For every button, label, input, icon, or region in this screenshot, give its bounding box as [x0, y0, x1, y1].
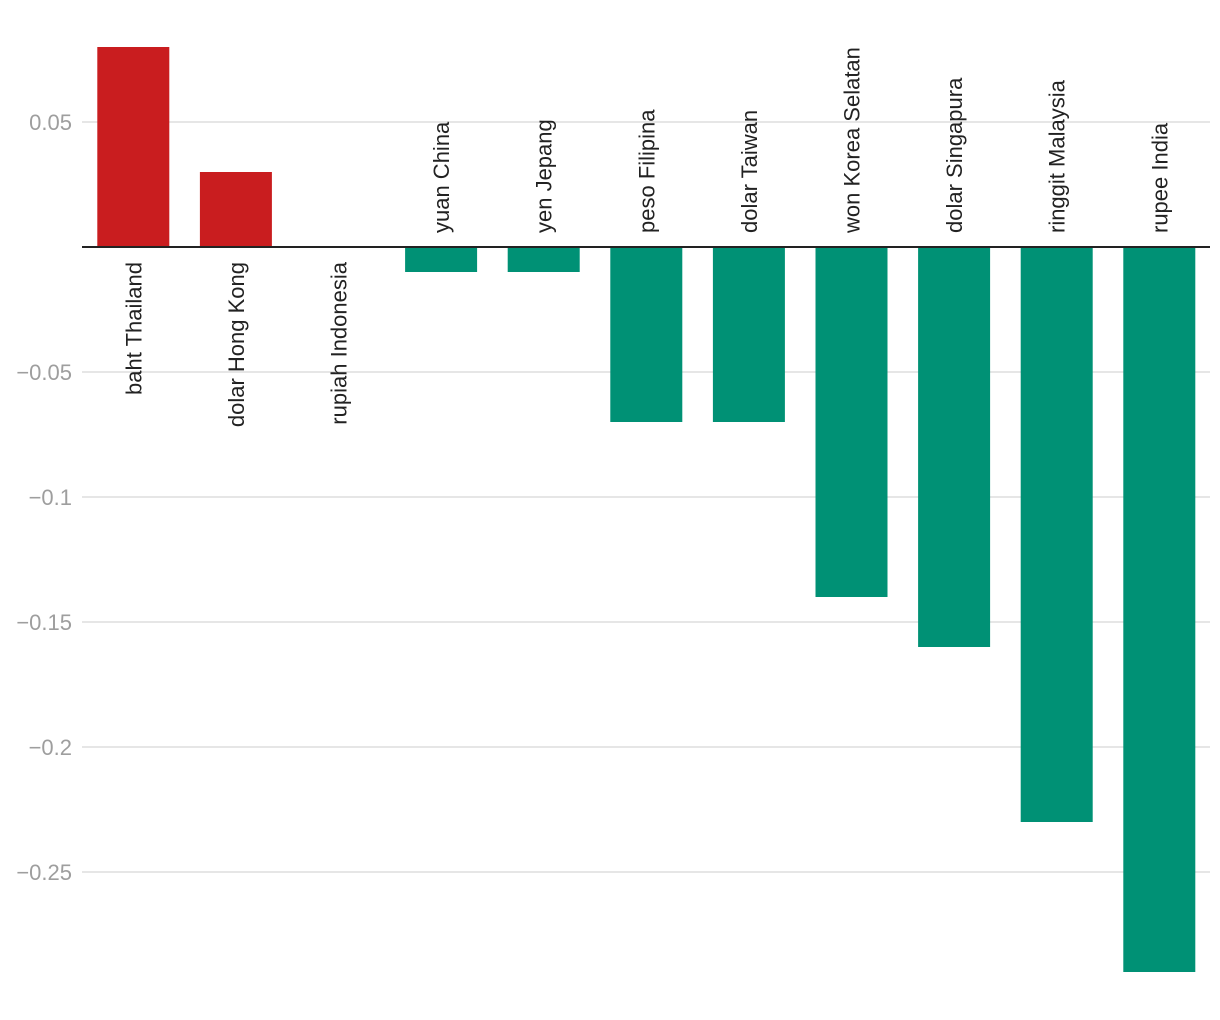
category-label: rupiah Indonesia	[327, 261, 352, 424]
bar-peso-filipina	[610, 247, 683, 422]
bar-dolar-singapura	[918, 247, 991, 647]
category-label: baht Thailand	[121, 262, 146, 395]
category-label: yuan China	[429, 121, 454, 233]
y-tick-label: −0.15	[16, 610, 72, 635]
bar-baht-thailand	[97, 47, 170, 247]
gridlines	[82, 121, 1210, 873]
y-tick-label: −0.2	[29, 735, 72, 760]
category-label: won Korea Selatan	[840, 47, 865, 234]
category-label: yen Jepang	[532, 119, 557, 233]
y-axis-ticks: 0.05 −0.05 −0.1 −0.15 −0.2 −0.25	[16, 110, 72, 885]
bar-ringgit-malaysia	[1020, 247, 1093, 822]
category-labels: baht Thailand dolar Hong Kong rupiah Indon…	[121, 47, 1172, 427]
category-label: peso Filipina	[634, 109, 659, 233]
bar-dolar-hong-kong	[199, 172, 272, 247]
y-tick-label: 0.05	[29, 110, 72, 135]
y-tick-label: −0.25	[16, 860, 72, 885]
bars	[97, 47, 1196, 972]
y-tick-label: −0.05	[16, 360, 72, 385]
category-label: rupee India	[1147, 122, 1172, 233]
category-label: dolar Taiwan	[737, 110, 762, 233]
bar-won-korea-selatan	[815, 247, 888, 597]
category-label: dolar Hong Kong	[224, 262, 249, 427]
category-label: ringgit Malaysia	[1045, 79, 1070, 233]
bar-rupee-india	[1123, 247, 1196, 972]
y-tick-label: −0.1	[29, 485, 72, 510]
bar-dolar-taiwan	[712, 247, 785, 422]
bar-yuan-china	[405, 247, 478, 272]
category-label: dolar Singapura	[942, 77, 967, 233]
bar-yen-jepang	[507, 247, 580, 272]
